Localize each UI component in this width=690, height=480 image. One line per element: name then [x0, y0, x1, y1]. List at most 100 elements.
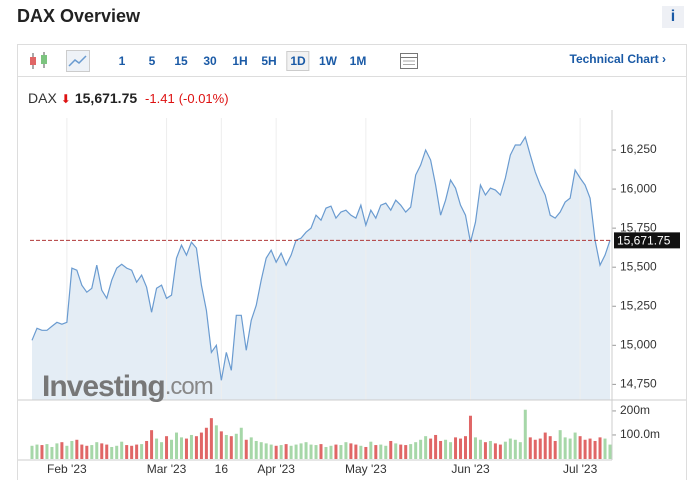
- y-tick-label: 200m: [620, 403, 650, 417]
- volume-bar: [234, 433, 238, 459]
- interval-button[interactable]: 5: [148, 54, 156, 68]
- volume-bar: [184, 438, 188, 459]
- price-area: [32, 137, 610, 400]
- info-button[interactable]: i: [662, 6, 684, 28]
- interval-button[interactable]: 1W: [319, 54, 337, 68]
- volume-bar: [384, 445, 388, 459]
- interval-button[interactable]: 1: [118, 54, 126, 68]
- volume-bar: [434, 434, 438, 459]
- interval-button[interactable]: 1M: [349, 54, 367, 68]
- volume-bar: [543, 432, 547, 459]
- volume-bar: [274, 445, 278, 459]
- volume-bar: [548, 436, 552, 459]
- x-tick-label: Mar '23: [147, 462, 187, 476]
- quote-line: DAX ⬇ 15,671.75 -1.41 (-0.01%): [28, 90, 233, 106]
- volume-bar: [194, 436, 198, 459]
- volume-bar: [125, 445, 129, 459]
- interval-button[interactable]: 30: [203, 54, 217, 68]
- volume-bar: [354, 444, 358, 459]
- volume-bar: [573, 432, 577, 459]
- volume-bar: [105, 444, 109, 459]
- volume-bar: [239, 427, 243, 459]
- volume-bar: [503, 441, 507, 459]
- interval-button[interactable]: 15: [174, 54, 188, 68]
- volume-bar: [110, 446, 114, 459]
- volume-bar: [523, 409, 527, 459]
- y-tick-label: 15,250: [620, 298, 657, 312]
- last-price-box: [614, 232, 680, 249]
- volume-bar: [468, 415, 472, 459]
- volume-bar: [409, 444, 413, 459]
- volume-bar: [588, 438, 592, 459]
- x-tick-label: Jun '23: [451, 462, 490, 476]
- volume-bar: [279, 445, 283, 459]
- volume-bar: [299, 443, 303, 459]
- volume-bar: [289, 445, 293, 459]
- volume-bar: [100, 443, 104, 459]
- volume-bar: [404, 445, 408, 459]
- volume-bar: [424, 436, 428, 459]
- link-text: Technical Chart: [569, 52, 659, 66]
- watermark-brand: Investing: [42, 370, 165, 403]
- y-tick-label: 16,000: [620, 181, 657, 195]
- y-tick-label: 14,750: [620, 377, 657, 391]
- technical-chart-link[interactable]: Technical Chart ›: [569, 52, 666, 66]
- change: -1.41: [145, 91, 175, 106]
- interval-button[interactable]: 1D: [286, 51, 310, 71]
- volume-bar: [329, 445, 333, 459]
- volume-bar: [80, 444, 84, 459]
- volume-bar: [264, 443, 268, 459]
- table-icon[interactable]: [398, 50, 420, 72]
- volume-bar: [284, 444, 288, 459]
- x-tick-label: 16: [215, 462, 229, 476]
- change-percent: (-0.01%): [178, 91, 229, 106]
- volume-bar: [269, 444, 273, 459]
- volume-bar: [115, 445, 119, 459]
- volume-bar: [603, 438, 607, 459]
- volume-bar: [513, 439, 517, 459]
- volume-bar: [528, 437, 532, 459]
- volume-bar: [464, 436, 467, 459]
- volume-bar: [130, 445, 134, 459]
- price-line: [31, 135, 611, 381]
- volume-bar: [120, 441, 124, 459]
- volume-bar: [30, 445, 34, 459]
- y-tick-label: 15,750: [620, 220, 657, 234]
- volume-bar: [314, 445, 318, 459]
- volume-bar: [165, 436, 169, 459]
- volume-bar: [294, 444, 298, 459]
- volume-bar: [324, 446, 328, 459]
- volume-bar: [229, 436, 233, 459]
- interval-button[interactable]: 1H: [232, 54, 248, 68]
- x-tick-label: Feb '23: [47, 462, 87, 476]
- volume-bar: [145, 440, 149, 459]
- symbol: DAX: [28, 90, 57, 106]
- volume-bar: [379, 444, 383, 459]
- volume-bar: [583, 439, 587, 459]
- volume-bar: [483, 442, 487, 459]
- volume-bar: [90, 445, 94, 459]
- chart-panel: [17, 44, 687, 480]
- candlestick-icon[interactable]: [28, 51, 50, 71]
- volume-bar: [593, 440, 597, 459]
- volume-bar: [498, 444, 502, 459]
- volume-bar: [359, 445, 363, 459]
- volume-bar: [414, 442, 418, 459]
- volume-bar: [65, 445, 69, 459]
- page-title: DAX Overview: [17, 6, 141, 26]
- volume-bar: [389, 440, 393, 459]
- line-chart-icon[interactable]: [66, 50, 90, 72]
- volume-bar: [309, 444, 313, 459]
- volume-bar: [304, 442, 308, 459]
- y-tick-label: 100.0m: [620, 427, 660, 441]
- y-tick-label: 15,000: [620, 337, 657, 351]
- interval-button[interactable]: 5H: [261, 54, 277, 68]
- volume-bar: [319, 444, 323, 459]
- y-tick-label: 16,250: [620, 142, 657, 156]
- volume-bar: [508, 438, 512, 459]
- volume-bar: [558, 430, 562, 459]
- volume-bar: [204, 427, 208, 459]
- volume-bar: [459, 438, 463, 459]
